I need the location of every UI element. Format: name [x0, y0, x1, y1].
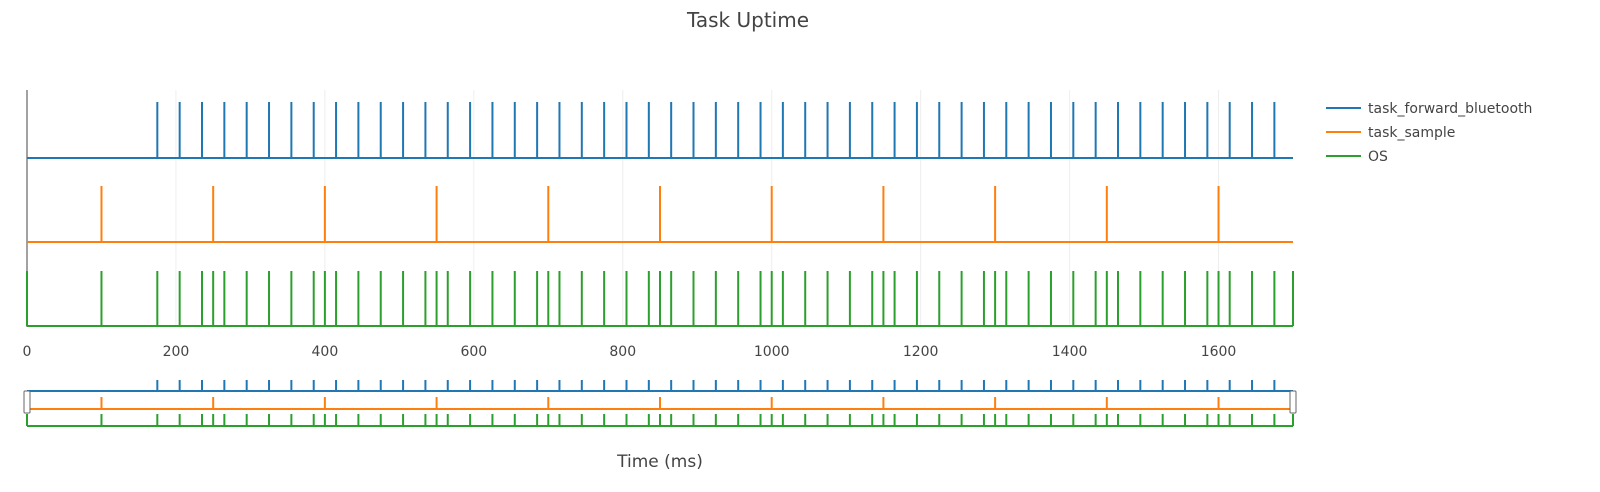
- mini-series-task_sample: [27, 397, 1293, 410]
- x-tick-label: 1200: [903, 344, 939, 360]
- x-tick-label: 0: [23, 344, 32, 360]
- x-tick-label: 1600: [1201, 344, 1237, 360]
- series-OS: [26, 271, 1294, 327]
- legend-label: task_forward_bluetooth: [1368, 101, 1532, 117]
- x-tick-label: 1000: [754, 344, 790, 360]
- series-traces: [26, 102, 1294, 327]
- x-tick-labels: 0 200 400 600 800 1000 1200 1400 1600: [23, 344, 1237, 360]
- legend[interactable]: task_forward_bluetooth task_sample OS: [1326, 101, 1532, 165]
- range-slider-right-handle[interactable]: [1289, 390, 1297, 414]
- mini-series-task_forward_bluetooth: [27, 380, 1293, 392]
- x-tick-label: 1400: [1052, 344, 1088, 360]
- chart-title: Task Uptime: [686, 8, 809, 32]
- range-slider[interactable]: [23, 380, 1297, 427]
- grid-lines: [175, 90, 1220, 327]
- x-axis-title: Time (ms): [616, 452, 703, 472]
- legend-label: OS: [1368, 149, 1388, 165]
- x-tick-label: 600: [460, 344, 487, 360]
- x-tick-label: 200: [163, 344, 190, 360]
- x-tick-label: 800: [609, 344, 636, 360]
- mini-series-OS: [26, 414, 1294, 427]
- legend-item-OS[interactable]: OS: [1326, 149, 1388, 165]
- series-task_sample: [27, 186, 1293, 243]
- legend-item-task_forward_bluetooth[interactable]: task_forward_bluetooth: [1326, 101, 1532, 117]
- legend-label: task_sample: [1368, 125, 1455, 141]
- range-slider-left-handle[interactable]: [23, 390, 31, 414]
- x-tick-label: 400: [312, 344, 339, 360]
- legend-item-task_sample[interactable]: task_sample: [1326, 125, 1455, 141]
- series-task_forward_bluetooth: [27, 102, 1293, 159]
